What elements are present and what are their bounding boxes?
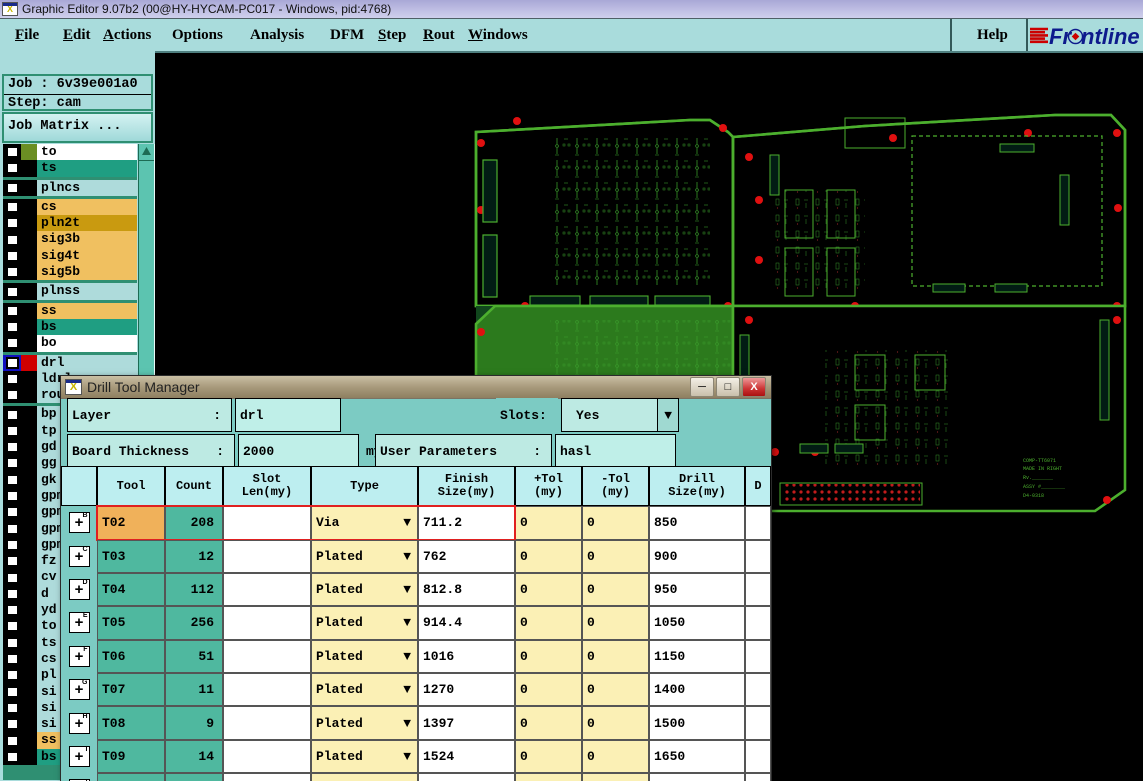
svg-text:MADE IN RIGHT: MADE IN RIGHT <box>1023 466 1062 472</box>
svg-text:COMP-TT6071: COMP-TT6071 <box>1023 458 1056 464</box>
svg-text:ASSY #________: ASSY #________ <box>1023 484 1066 490</box>
svg-text:D4-0318: D4-0318 <box>1023 493 1044 499</box>
svg-text:Rv._______: Rv._______ <box>1023 475 1054 481</box>
svg-text:ntline: ntline <box>1081 24 1140 49</box>
